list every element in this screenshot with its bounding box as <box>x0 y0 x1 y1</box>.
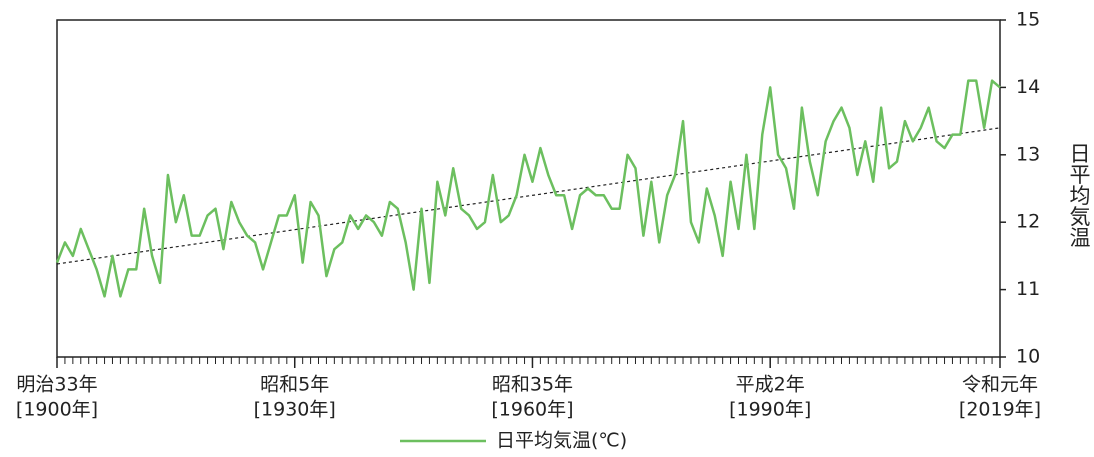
x-tick-label: 令和元年 <box>962 374 1038 396</box>
x-tick-label: [1990年] <box>729 399 811 421</box>
y-tick-label: 11 <box>1016 278 1040 300</box>
y-tick-label: 13 <box>1016 143 1040 165</box>
plot-frame <box>56 19 1001 358</box>
x-tick-label: [1960年] <box>491 399 573 421</box>
trend-line <box>56 127 1001 265</box>
x-tick-label: 平成2年 <box>736 374 805 396</box>
y-tick-label: 14 <box>1016 76 1040 98</box>
y-tick-label: 10 <box>1016 346 1040 368</box>
y-tick-label: 15 <box>1016 9 1040 31</box>
x-tick-label: [1930年] <box>254 399 336 421</box>
y-tick-label: 12 <box>1016 211 1040 233</box>
y-axis-label: 日平均気温 <box>1067 143 1091 248</box>
x-tick-label: 昭和35年 <box>492 374 573 396</box>
x-tick-label: [2019年] <box>959 399 1041 421</box>
legend-label: 日平均気温(℃) <box>496 430 627 452</box>
x-tick-label: [1900年] <box>16 399 98 421</box>
x-tick-label: 昭和5年 <box>260 374 329 396</box>
x-tick-label: 明治33年 <box>16 374 97 396</box>
data-line <box>55 79 1001 298</box>
